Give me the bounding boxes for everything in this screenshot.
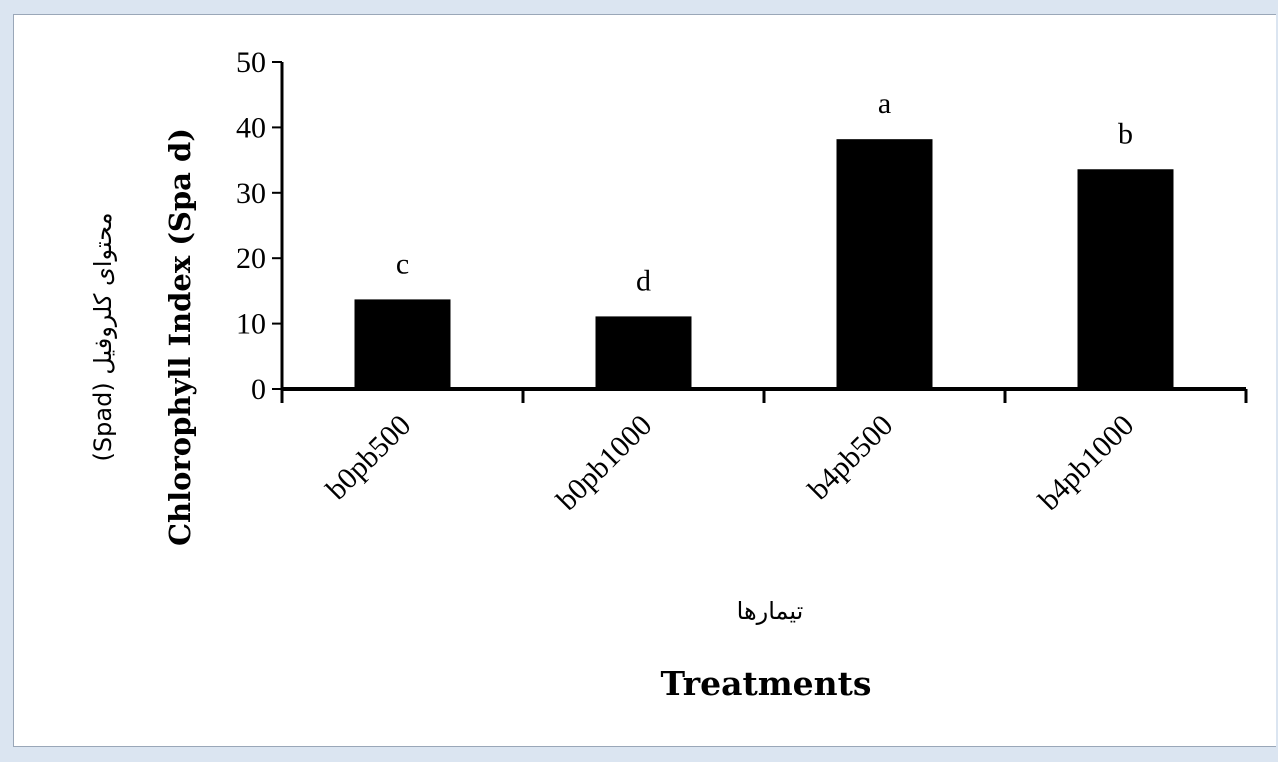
data-label-b0pb1000: d — [636, 264, 651, 297]
y-tick-label: 30 — [236, 177, 266, 210]
data-labels-group: c d a b — [396, 87, 1133, 297]
bars-group — [354, 139, 1174, 389]
x-axis-label-persian: تیمارها — [737, 597, 804, 625]
bar-chart: 0 10 20 30 40 50 b0pb500 b0pb1000 b4pb500 b4pb10… — [89, 46, 1248, 703]
category-labels-group: b0pb500 b0pb1000 b4pb500 b4pb1000 — [320, 409, 1141, 517]
bar-b4pb1000 — [1077, 169, 1174, 389]
x-tick-label-b0pb1000: b0pb1000 — [550, 409, 658, 517]
y-tick-label: 50 — [236, 46, 266, 79]
bar-b0pb1000 — [595, 316, 692, 389]
chart-frame: 0 10 20 30 40 50 b0pb500 b0pb1000 b4pb500 b4pb10… — [13, 14, 1276, 747]
y-tick-label: 40 — [236, 111, 266, 144]
y-axis-label: Chlorophyll Index (Spa d) — [163, 128, 197, 546]
data-label-b0pb500: c — [396, 247, 409, 280]
y-tick-label: 0 — [251, 373, 266, 406]
x-tick-label-b4pb500: b4pb500 — [802, 409, 900, 507]
y-ticks-group: 0 10 20 30 40 50 — [236, 46, 1248, 406]
x-tick-label-b4pb1000: b4pb1000 — [1032, 409, 1140, 517]
data-label-b4pb1000: b — [1118, 117, 1133, 150]
y-axis-label-persian: محتوای کلروفیل (Spad) — [89, 213, 117, 462]
bar-b0pb500 — [354, 299, 451, 389]
data-label-b4pb500: a — [878, 87, 891, 120]
bar-b4pb500 — [836, 139, 933, 389]
y-tick-label: 10 — [236, 308, 266, 341]
x-axis-label: Treatments — [661, 664, 872, 703]
x-tick-label-b0pb500: b0pb500 — [320, 409, 418, 507]
y-tick-label: 20 — [236, 242, 266, 275]
